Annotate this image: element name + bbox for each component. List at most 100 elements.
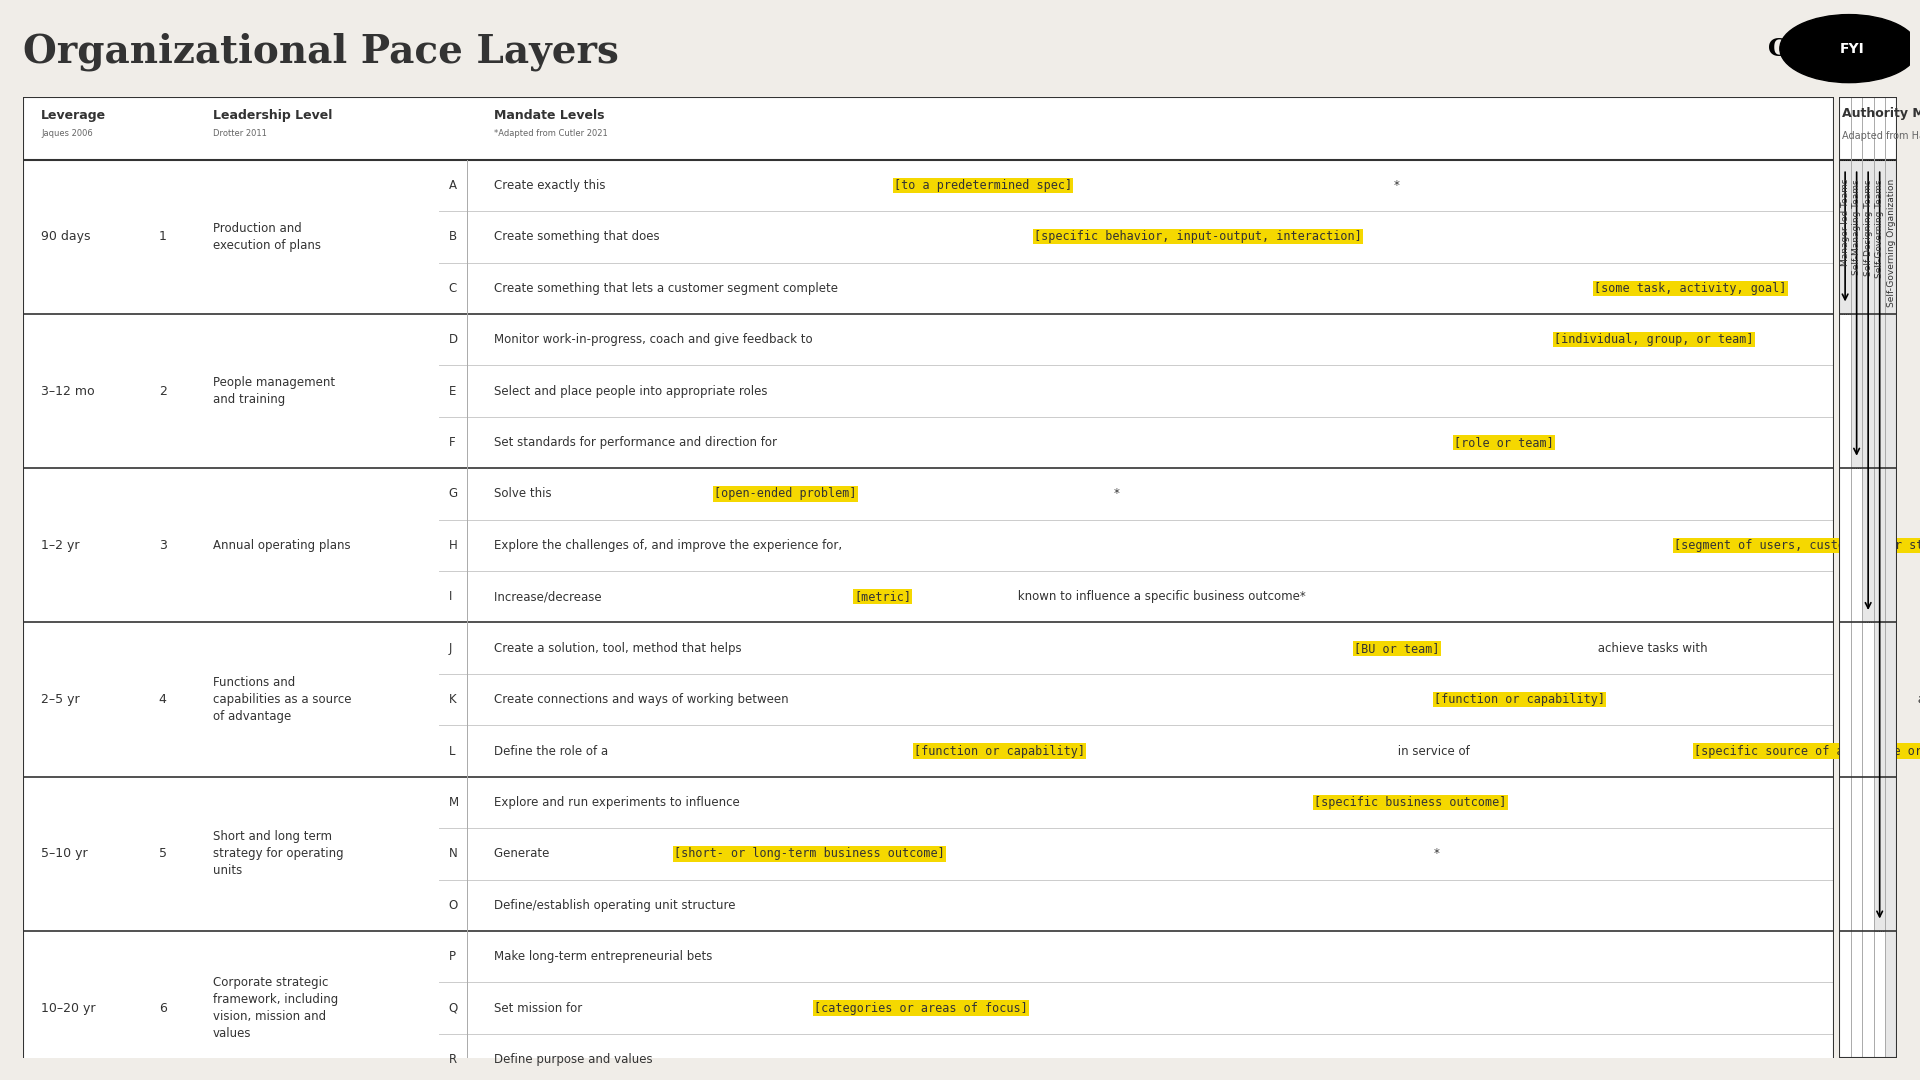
Text: achieve tasks with: achieve tasks with [1594,642,1711,654]
Bar [23,931,1834,1080]
Text: Set standards for performance and direction for: Set standards for performance and direct… [493,436,781,449]
Text: R: R [449,1053,457,1066]
Text: 1–2 yr: 1–2 yr [40,539,79,552]
Bar [23,314,1834,469]
Text: Short and long term
strategy for operating
units: Short and long term strategy for operati… [213,831,344,877]
Text: 3–12 mo: 3–12 mo [40,384,94,397]
Text: *: * [1434,848,1440,861]
Text: 10–20 yr: 10–20 yr [40,1001,96,1015]
Text: [to a predetermined spec]: [to a predetermined spec] [895,179,1071,192]
Text: Corporate strategic
framework, including
vision, mission and
values: Corporate strategic framework, including… [213,976,338,1040]
Text: 6: 6 [159,1001,167,1015]
Text: F: F [449,436,455,449]
Text: J: J [449,642,451,654]
Text: D: D [449,333,457,347]
Bar [23,97,1834,160]
Text: *: * [1114,487,1119,500]
Text: Production and
execution of plans: Production and execution of plans [213,221,321,252]
Text: Define purpose and values: Define purpose and values [493,1053,653,1066]
Text: A: A [449,179,457,192]
Bar [23,777,1834,931]
Text: Self-Governing Teams: Self-Governing Teams [1876,179,1884,278]
Text: [specific business outcome]: [specific business outcome] [1313,796,1507,809]
Text: Explore the challenges of, and improve the experience for,: Explore the challenges of, and improve t… [493,539,845,552]
Text: [individual, group, or team]: [individual, group, or team] [1553,333,1753,347]
Text: [function or capability]: [function or capability] [1434,693,1605,706]
Text: FYI: FYI [1839,42,1864,55]
Text: Self-Managing Teams: Self-Managing Teams [1853,179,1860,274]
Text: and: and [1914,693,1920,706]
Text: [categories or areas of focus]: [categories or areas of focus] [814,1001,1027,1015]
Bar [23,160,1834,314]
Text: [specific behavior, input-output, interaction]: [specific behavior, input-output, intera… [1035,230,1361,243]
Text: People management
and training: People management and training [213,376,336,406]
Text: Solve this: Solve this [493,487,555,500]
Text: Organizational Pace Layers: Organizational Pace Layers [23,32,618,71]
Text: in service of: in service of [1394,744,1473,757]
Text: G: G [449,487,457,500]
Text: E: E [449,384,455,397]
Text: Adapted from Hackman 2002: Adapted from Hackman 2002 [1843,131,1920,140]
Text: Create exactly this: Create exactly this [493,179,609,192]
Text: [short- or long-term business outcome]: [short- or long-term business outcome] [674,848,945,861]
Text: *Adapted from Cutler 2021: *Adapted from Cutler 2021 [493,129,607,138]
Bar [1839,160,1851,314]
Text: CPJ: CPJ [1768,37,1818,60]
Text: [some task, activity, goal]: [some task, activity, goal] [1594,282,1786,295]
Text: [segment of users, customers, or stakeholders]: [segment of users, customers, or stakeho… [1674,539,1920,552]
Text: *: * [1855,796,1860,809]
Text: [BU or team]: [BU or team] [1354,642,1440,654]
Text: Increase/decrease: Increase/decrease [493,591,605,604]
Text: Generate: Generate [493,848,553,861]
Text: O: O [449,899,457,912]
Bar [1862,160,1874,622]
Text: [function or capability]: [function or capability] [914,744,1085,757]
Text: 5–10 yr: 5–10 yr [40,848,88,861]
Bar [1874,160,1885,931]
Text: H: H [449,539,457,552]
Text: *: * [1394,179,1400,192]
Text: 2–5 yr: 2–5 yr [40,693,81,706]
Text: Create something that lets a customer segment complete: Create something that lets a customer se… [493,282,841,295]
Text: Leverage: Leverage [40,109,106,122]
Text: 1: 1 [159,230,167,243]
Text: 3: 3 [159,539,167,552]
Text: L: L [449,744,455,757]
Text: Drotter 2011: Drotter 2011 [213,129,267,138]
Text: Define the role of a: Define the role of a [493,744,612,757]
Bar [1885,160,1897,1080]
Text: [metric]: [metric] [854,591,910,604]
Text: I: I [449,591,451,604]
Text: Mandate Levels: Mandate Levels [493,109,605,122]
Text: Self-Governing Organization: Self-Governing Organization [1887,179,1895,307]
Text: Jaques 2006: Jaques 2006 [40,129,92,138]
Text: [specific source of advantage or impact]: [specific source of advantage or impact] [1693,744,1920,757]
Bar [23,622,1834,777]
Text: 2: 2 [159,384,167,397]
Text: 5: 5 [159,848,167,861]
Text: Self-Designing Teams: Self-Designing Teams [1864,179,1872,275]
Text: Authority Matrix: Authority Matrix [1843,107,1920,120]
Circle shape [1780,14,1918,82]
Text: Define/establish operating unit structure: Define/establish operating unit structur… [493,899,735,912]
Text: known to influence a specific business outcome*: known to influence a specific business o… [1014,591,1306,604]
Text: N: N [449,848,457,861]
Bar [23,469,1834,622]
Text: Create a solution, tool, method that helps: Create a solution, tool, method that hel… [493,642,745,654]
Text: Functions and
capabilities as a source
of advantage: Functions and capabilities as a source o… [213,676,351,724]
Text: M: M [449,796,459,809]
Text: B: B [449,230,457,243]
Bar [1851,160,1862,469]
Text: Q: Q [449,1001,457,1015]
Text: Monitor work-in-progress, coach and give feedback to: Monitor work-in-progress, coach and give… [493,333,816,347]
Text: Explore and run experiments to influence: Explore and run experiments to influence [493,796,743,809]
Text: P: P [449,950,455,963]
Text: Select and place people into appropriate roles: Select and place people into appropriate… [493,384,768,397]
Text: 4: 4 [159,693,167,706]
Text: K: K [449,693,457,706]
Text: Annual operating plans: Annual operating plans [213,539,351,552]
Text: Create connections and ways of working between: Create connections and ways of working b… [493,693,793,706]
Text: 90 days: 90 days [40,230,90,243]
Text: Manager-led Teams: Manager-led Teams [1841,179,1849,267]
Text: Leadership Level: Leadership Level [213,109,332,122]
